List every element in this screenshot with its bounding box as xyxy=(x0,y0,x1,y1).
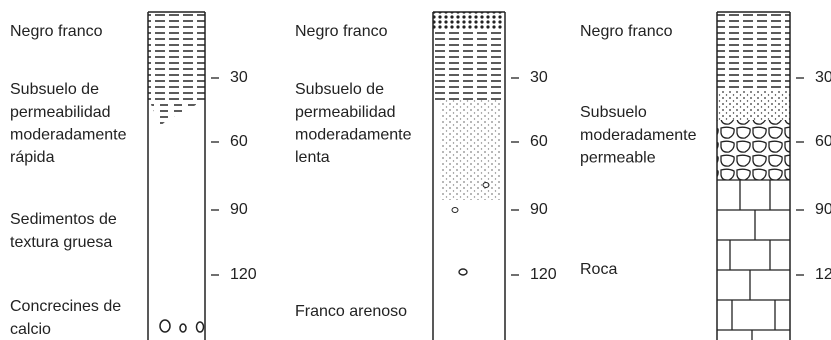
layer-label: Subsuelo de xyxy=(295,81,384,98)
soil-column xyxy=(433,12,505,340)
depth-label: 120 xyxy=(815,266,831,283)
layer-label: Sedimentos de xyxy=(10,211,117,228)
depth-label: 90 xyxy=(530,201,548,218)
depth-label: 90 xyxy=(815,201,831,218)
depth-label: 60 xyxy=(530,133,548,150)
layer-label: textura gruesa xyxy=(10,234,112,251)
depth-label: 120 xyxy=(230,266,257,283)
layer-label: Subsuelo de xyxy=(10,81,99,98)
layer-label: Subsuelo xyxy=(580,104,647,121)
soil-column xyxy=(717,12,790,340)
layer-label: permeabilidad xyxy=(295,104,396,121)
layer-label: moderadamente xyxy=(295,126,412,143)
soil-profiles: Negro franco Subsuelo de permeabilidad mode… xyxy=(0,0,831,340)
depth-label: 120 xyxy=(530,266,557,283)
soil-column xyxy=(148,12,205,340)
layer-label: Negro franco xyxy=(10,23,103,40)
depth-label: 30 xyxy=(815,69,831,86)
depth-label: 60 xyxy=(230,133,248,150)
layer-label: Negro franco xyxy=(580,23,673,40)
layer-label: rápida xyxy=(10,149,55,166)
layer-label: permeable xyxy=(580,149,656,166)
layer-label: Negro franco xyxy=(295,23,388,40)
layer-label: lenta xyxy=(295,149,330,166)
depth-label: 30 xyxy=(230,69,248,86)
layer-label: moderadamente xyxy=(580,127,697,144)
depth-label: 30 xyxy=(530,69,548,86)
depth-label: 60 xyxy=(815,133,831,150)
depth-label: 90 xyxy=(230,201,248,218)
layer-label: permeabilidad xyxy=(10,104,111,121)
layer-label: calcio xyxy=(10,321,51,338)
layer-label: Franco arenoso xyxy=(295,303,407,320)
layer-label: moderadamente xyxy=(10,126,127,143)
layer-label: Concrecines de xyxy=(10,298,121,315)
layer-label: Roca xyxy=(580,261,617,278)
